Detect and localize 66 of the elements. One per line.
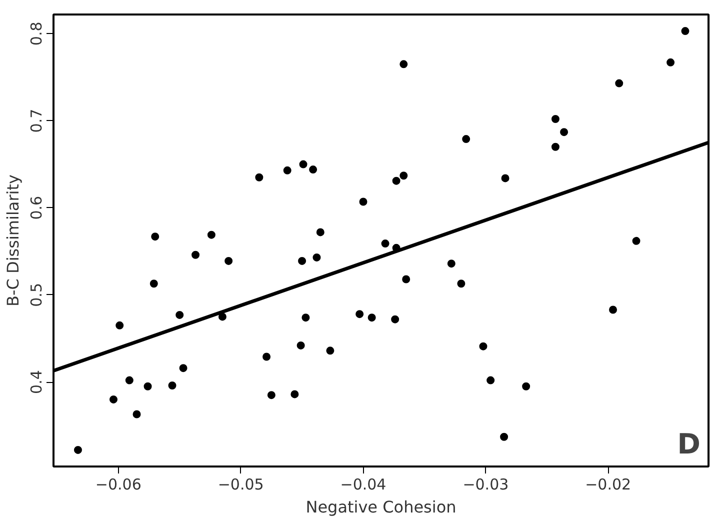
point [400,172,408,180]
y-tick-label: 0.5 [28,283,46,307]
point [74,446,82,454]
y-tick-label: 0.8 [28,22,46,46]
annotation: D [677,428,701,460]
point [255,173,264,182]
point [381,240,390,248]
point [551,142,560,151]
y-axis-title: B-C Dissimilarity [4,174,22,306]
x-tick-label: −0.02 [585,476,632,494]
point [326,346,334,355]
point [267,391,276,400]
point [218,312,226,321]
y-tick-label: 0.7 [28,108,46,133]
x-tick-label: −0.06 [95,476,142,494]
x-tick-label: −0.05 [218,476,264,494]
point [312,253,321,262]
point [316,228,324,236]
point [500,432,508,441]
point [116,321,124,330]
point [632,236,640,245]
point [486,376,495,384]
point [522,382,530,390]
point [501,174,510,182]
y-tick-label: 0.4 [28,370,46,394]
point [125,376,134,384]
point [402,275,410,284]
point [391,315,400,324]
point [560,128,568,136]
point [151,232,160,241]
point [400,60,408,68]
point [368,314,376,322]
point [359,198,368,206]
point [224,256,233,265]
point [176,310,184,319]
point [298,256,306,265]
point [479,342,488,350]
x-tick-label: −0.03 [462,476,509,494]
point [309,166,318,174]
point [144,382,152,390]
point [615,79,624,88]
point [666,58,675,66]
point [192,250,200,259]
point [356,310,364,318]
x-axis-title: Negative Cohesion [306,498,456,516]
point [392,176,400,185]
point [283,166,292,174]
y-tick-label: 0.6 [28,196,46,220]
point [132,410,141,418]
point [302,314,310,322]
point [262,352,271,361]
point [457,280,466,288]
point [551,115,560,123]
point [447,260,456,268]
point [109,395,118,404]
point [299,160,308,168]
x-tick-label: −0.04 [340,476,386,494]
point [207,230,216,239]
point [290,390,299,398]
point [168,382,176,390]
point [609,306,618,314]
point [462,135,470,144]
point [296,341,305,350]
point [179,364,188,372]
point [150,280,158,288]
point [681,27,690,36]
